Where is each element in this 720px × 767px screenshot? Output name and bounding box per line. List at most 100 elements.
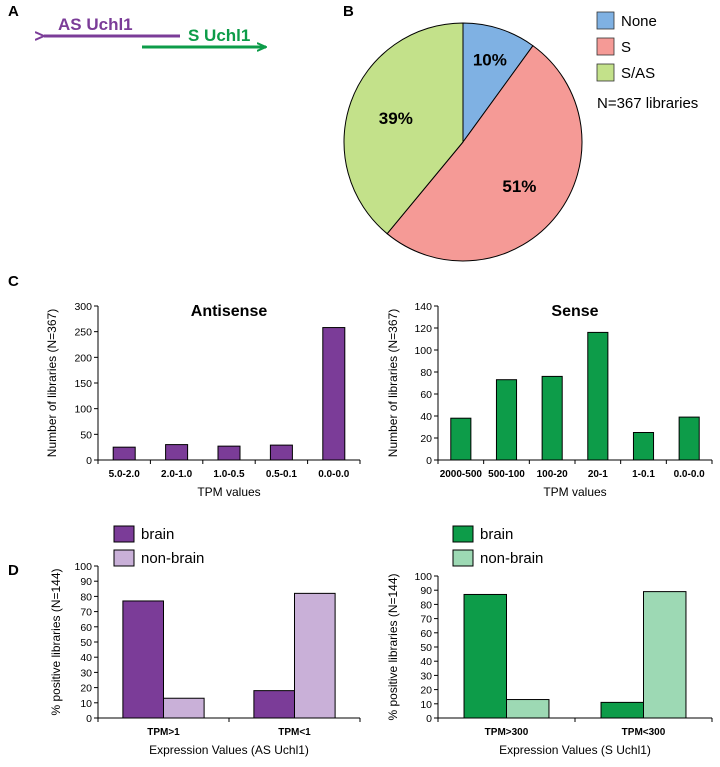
pie-legend: None S S/AS	[596, 11, 657, 82]
s-uchl1-label: S Uchl1	[188, 26, 250, 45]
y-axis-label: Number of libraries (N=367)	[45, 309, 59, 457]
x-tick-label: TPM>300	[485, 727, 529, 738]
y-tick-label: 90	[80, 576, 92, 588]
pie-slice-none	[462, 22, 534, 144]
y-tick-label: 10	[420, 699, 432, 711]
panel-letter-a: A	[8, 3, 19, 20]
bar-brain-TPM<1	[253, 690, 295, 719]
y-tick-label: 100	[74, 561, 92, 573]
legend-label: brain	[480, 526, 513, 543]
legend-swatch	[452, 549, 474, 567]
pie-chart: 10% 51% 39%	[343, 22, 583, 262]
y-tick-label: 20	[420, 685, 432, 697]
x-tick-label: 5.0-2.0	[109, 469, 141, 480]
y-axis-label: % positive libraries (N=144)	[49, 568, 63, 715]
x-axis-label: Expression Values (S Uchl1)	[499, 743, 651, 757]
legend-label: S	[621, 39, 631, 56]
x-tick-label: TPM>1	[147, 727, 180, 738]
y-tick-label: 50	[80, 429, 92, 441]
y-tick-label: 60	[420, 389, 432, 401]
bar-non-brain-TPM<1	[294, 592, 336, 719]
as-uchl1-label: AS Uchl1	[58, 15, 133, 34]
bar-0.5-0.1	[269, 444, 293, 461]
bar-1.0-0.5	[217, 445, 241, 461]
x-tick-label: 100-20	[537, 469, 569, 480]
y-tick-label: 140	[414, 301, 432, 313]
bar-non-brain-TPM>1	[163, 697, 205, 719]
y-tick-label: 10	[80, 698, 92, 710]
legend-label: S/AS	[621, 65, 655, 82]
legend-label: non-brain	[480, 550, 543, 567]
pie-slice-label: 10%	[473, 50, 507, 69]
y-axis-label: % positive libraries (N=144)	[386, 573, 400, 720]
y-tick-label: 20	[420, 433, 432, 445]
bar-1-0.1	[632, 432, 655, 461]
y-tick-label: 0	[426, 713, 432, 725]
legend-label: None	[621, 13, 657, 30]
y-tick-label: 80	[420, 367, 432, 379]
panel-a-gene-diagram: AS Uchl1 S Uchl1	[44, 15, 266, 47]
y-tick-label: 40	[80, 652, 92, 664]
y-tick-label: 40	[420, 656, 432, 668]
bar-500-100	[495, 379, 518, 461]
x-tick-label: 1-0.1	[632, 469, 655, 480]
y-tick-label: 0	[86, 713, 92, 725]
y-tick-label: 150	[74, 378, 92, 390]
y-tick-label: 50	[80, 637, 92, 649]
bar-non-brain-TPM<300	[643, 591, 687, 719]
y-tick-label: 60	[420, 628, 432, 640]
as-tissue-bar-chart: 0 10 20 30 40 50 60 70 80 90 100 TPM>1 TPM<1 Expressi…	[49, 525, 361, 757]
y-tick-label: 70	[420, 614, 432, 626]
legend-label: non-brain	[141, 550, 204, 567]
y-tick-label: 100	[414, 345, 432, 357]
bar-0.0-0.0	[322, 327, 346, 461]
x-tick-label: TPM<1	[278, 727, 311, 738]
legend-swatch	[596, 63, 615, 82]
panel-letter-c: C	[8, 273, 19, 290]
x-axis-label: Expression Values (AS Uchl1)	[149, 743, 309, 757]
x-tick-label: 2.0-1.0	[161, 469, 193, 480]
legend-swatch	[113, 525, 135, 543]
bar-5.0-2.0	[112, 446, 136, 461]
chart-title: Antisense	[191, 303, 268, 320]
y-tick-label: 20	[80, 683, 92, 695]
bar-2.0-1.0	[165, 444, 189, 461]
y-tick-label: 70	[80, 607, 92, 619]
pie-slice-s	[386, 45, 583, 262]
y-tick-label: 50	[420, 642, 432, 654]
bar-non-brain-TPM>300	[506, 699, 550, 719]
sense-bar-chart: 0 20 40 60 80 100 120 140 2000-500 500-100 100-20 2…	[386, 301, 713, 499]
y-tick-label: 30	[80, 667, 92, 679]
bar-0.0-0.0	[678, 416, 700, 461]
legend-label: brain	[141, 526, 174, 543]
y-tick-label: 80	[80, 591, 92, 603]
pie-slice-label: 51%	[502, 177, 536, 196]
s-tissue-bar-chart: 0 10 20 30 40 50 60 70 80 90 100 TPM>300 TPM<300 Expr…	[386, 525, 713, 757]
x-tick-label: 0.0-0.0	[674, 469, 706, 480]
x-tick-label: 2000-500	[440, 469, 483, 480]
x-tick-label: TPM<300	[622, 727, 666, 738]
bar-2000-500	[450, 417, 472, 461]
x-axis-label: TPM values	[197, 485, 260, 499]
legend-swatch	[113, 549, 135, 567]
legend-swatch	[596, 11, 615, 30]
x-axis-label: TPM values	[543, 485, 606, 499]
y-tick-label: 60	[80, 622, 92, 634]
y-axis-label: Number of libraries (N=367)	[386, 309, 400, 457]
y-tick-label: 0	[86, 455, 92, 467]
panel-letter-b: B	[343, 3, 354, 20]
pie-slice-sas	[343, 22, 464, 235]
bar-20-1	[587, 331, 609, 461]
x-tick-label: 0.5-0.1	[266, 469, 298, 480]
legend-swatch	[452, 525, 474, 543]
y-tick-label: 120	[414, 323, 432, 335]
y-tick-label: 100	[74, 404, 92, 416]
bar-brain-TPM>300	[463, 593, 507, 719]
y-tick-label: 200	[74, 352, 92, 364]
legend-swatch	[596, 37, 615, 56]
y-tick-label: 30	[420, 670, 432, 682]
x-tick-label: 1.0-0.5	[213, 469, 245, 480]
x-tick-label: 20-1	[588, 469, 608, 480]
chart-title: Sense	[551, 303, 598, 320]
